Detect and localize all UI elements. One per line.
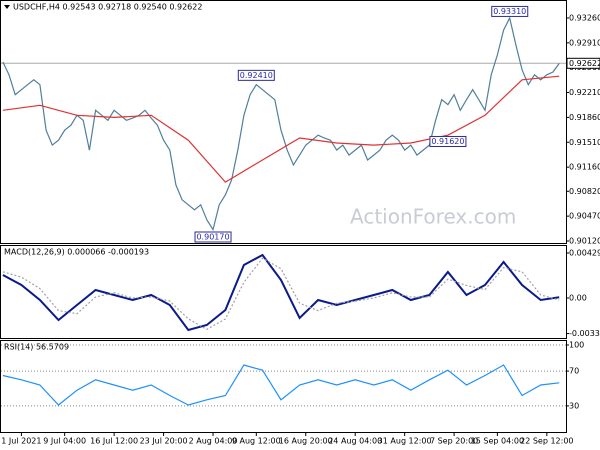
x-tick-label: 15 Sep 04:00 xyxy=(471,437,524,446)
annotation-label: 0.91620 xyxy=(431,137,464,146)
last-price-box xyxy=(566,57,600,69)
x-tick-label: 9 Aug 12:00 xyxy=(232,437,281,446)
series-line xyxy=(2,75,560,183)
y-tick-label: 0.004299 xyxy=(569,249,600,258)
macd-title: MACD(12,26,9) 0.000066 -0.000193 xyxy=(4,248,149,257)
menu-icon xyxy=(4,5,10,9)
last-price-label: 0.92622 xyxy=(569,59,600,68)
x-tick-label: 22 Sep 12:00 xyxy=(520,437,573,446)
price-panel xyxy=(0,0,567,244)
series-line xyxy=(2,16,560,232)
series-line xyxy=(2,364,560,406)
x-tick-label: 24 Aug 04:00 xyxy=(328,437,382,446)
series-line xyxy=(2,253,560,332)
y-tick-label: 0.92910 xyxy=(569,38,600,47)
watermark: ActionForex.com xyxy=(350,205,516,229)
y-tick-label: 0.90820 xyxy=(569,187,600,196)
y-tick-label: 0.91510 xyxy=(569,138,600,147)
y-tick-label: 0.91160 xyxy=(569,163,600,172)
rsi-panel xyxy=(0,340,567,433)
annotation-box xyxy=(491,5,529,17)
annotation-label: 0.92410 xyxy=(240,71,273,80)
y-tick-label: 0.00 xyxy=(569,293,587,302)
annotation-box xyxy=(237,69,275,81)
chart-title: USDCHF,H4 0.92543 0.92718 0.92540 0.9262… xyxy=(13,3,202,12)
y-tick-label: 0.90470 xyxy=(569,212,600,221)
x-tick-label: 1 Jul 2021 xyxy=(1,437,41,446)
x-tick-label: 31 Aug 12:00 xyxy=(378,437,432,446)
annotation-box xyxy=(194,231,232,243)
y-tick-label: 30 xyxy=(569,401,579,410)
y-tick-label: 0.92210 xyxy=(569,88,600,97)
y-tick-label: 0.90120 xyxy=(569,237,600,246)
annotation-label: 0.93310 xyxy=(493,7,526,16)
rsi-title: RSI(14) 56.5709 xyxy=(4,343,69,352)
series-line xyxy=(2,257,560,331)
x-tick-label: 9 Jul 04:00 xyxy=(43,437,86,446)
x-tick-label: 23 Jul 20:00 xyxy=(140,437,188,446)
y-tick-label: 0.91860 xyxy=(569,113,600,122)
y-tick-label: 100 xyxy=(569,341,584,350)
annotation-box xyxy=(429,135,467,147)
y-tick-label: 0.93260 xyxy=(569,13,600,22)
annotation-label: 0.90170 xyxy=(196,233,229,242)
x-tick-label: 16 Jul 12:00 xyxy=(90,437,138,446)
y-tick-label: 70 xyxy=(569,367,579,376)
y-tick-label: -0.003396 xyxy=(569,329,600,338)
macd-panel xyxy=(0,245,567,339)
x-tick-label: 2 Aug 04:00 xyxy=(189,437,238,446)
x-tick-label: 16 Aug 20:00 xyxy=(279,437,333,446)
x-tick-label: 7 Sep 20:00 xyxy=(430,437,478,446)
